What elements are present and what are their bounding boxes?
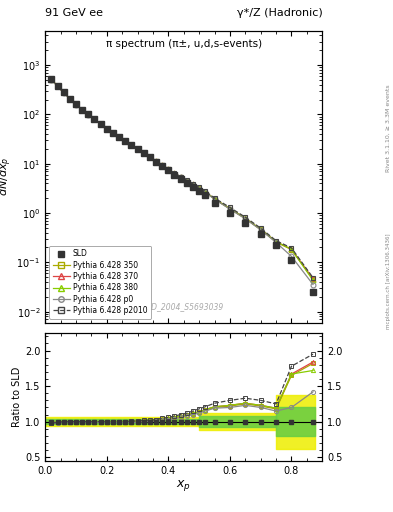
Text: Rivet 3.1.10, ≥ 3.3M events: Rivet 3.1.10, ≥ 3.3M events	[386, 84, 391, 172]
Legend: SLD, Pythia 6.428 350, Pythia 6.428 370, Pythia 6.428 380, Pythia 6.428 p0, Pyth: SLD, Pythia 6.428 350, Pythia 6.428 370,…	[49, 246, 151, 319]
Y-axis label: $dN/dx_p$: $dN/dx_p$	[0, 157, 14, 196]
Text: SLD_2004_S5693039: SLD_2004_S5693039	[143, 302, 224, 311]
Y-axis label: Ratio to SLD: Ratio to SLD	[12, 367, 22, 427]
Text: π spectrum (π±, u,d,s-events): π spectrum (π±, u,d,s-events)	[106, 39, 262, 50]
Text: mcplots.cern.ch [arXiv:1306.3436]: mcplots.cern.ch [arXiv:1306.3436]	[386, 234, 391, 329]
X-axis label: $x_p$: $x_p$	[176, 478, 191, 494]
Text: γ*/Z (Hadronic): γ*/Z (Hadronic)	[237, 8, 322, 18]
Text: 91 GeV ee: 91 GeV ee	[45, 8, 103, 18]
